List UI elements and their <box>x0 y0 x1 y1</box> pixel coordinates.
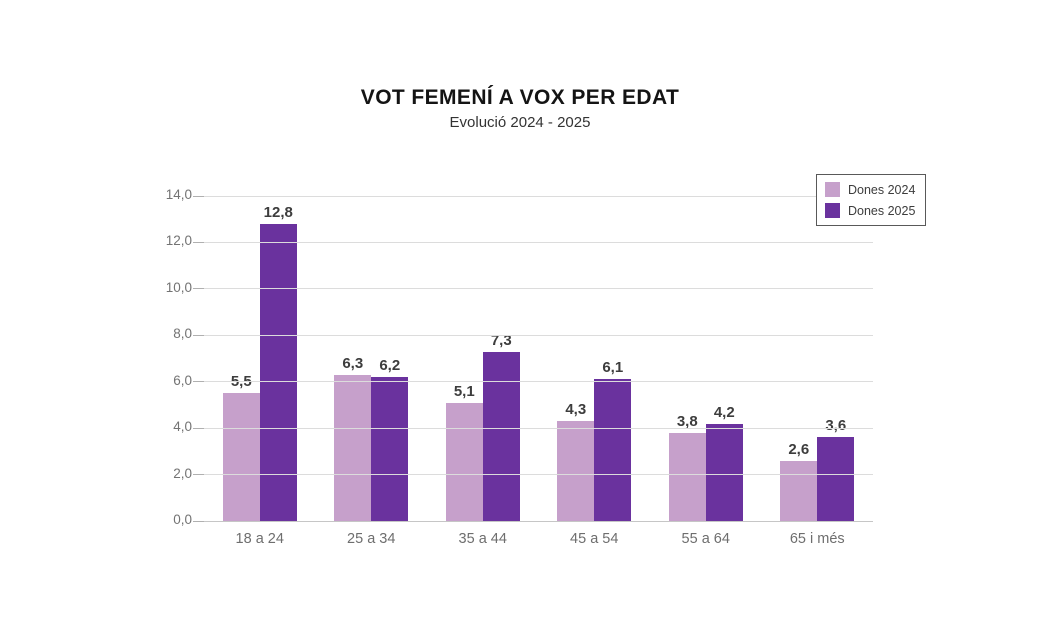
gridline <box>204 288 873 290</box>
x-axis-label: 45 a 54 <box>570 531 619 547</box>
bar-group: 6,3 6,2 <box>316 196 428 521</box>
y-axis-tick <box>193 381 204 383</box>
bar-value-label: 6,2 <box>379 357 401 375</box>
y-axis-label: 10,0 <box>165 279 192 295</box>
bar-dones-2024 <box>557 421 595 521</box>
gridline <box>204 334 873 336</box>
bar-with-label: 4,3 <box>557 401 595 521</box>
y-axis-label: 12,0 <box>165 233 192 249</box>
bar-dones-2025 <box>594 379 632 521</box>
bar-dones-2025 <box>371 377 409 521</box>
bar-dones-2024 <box>668 432 706 521</box>
x-axis-label: 18 a 24 <box>235 531 284 547</box>
legend-item: Dones 2024 <box>825 182 915 197</box>
chart-subtitle: Evolució 2024 - 2025 <box>449 114 591 131</box>
bar-group: 5,1 7,3 <box>427 196 539 521</box>
plot-area: 5,5 12,8 6,3 6,2 5,1 7,3 4,3 6,1 3,8 4,2 2,6 3,6 <box>193 195 873 522</box>
bar-value-label: 6,1 <box>602 359 624 377</box>
y-axis-tick <box>193 520 204 522</box>
bar-with-label: 7,3 <box>482 331 520 521</box>
bar-value-label: 4,2 <box>713 403 735 421</box>
y-axis-tick <box>193 427 204 429</box>
bar-value-label: 4,3 <box>565 401 587 419</box>
y-axis-label: 0,0 <box>173 512 192 527</box>
chart-title: VOT FEMENÍ A VOX PER EDAT <box>360 86 680 109</box>
y-axis-label: 4,0 <box>173 419 192 435</box>
legend-item: Dones 2025 <box>825 203 915 218</box>
bar-group: 5,5 12,8 <box>204 196 316 521</box>
x-axis-label: 65 i més <box>789 531 845 547</box>
bar-value-label: 3,6 <box>825 417 847 435</box>
bar-value-label: 3,8 <box>676 412 698 430</box>
legend-label: Dones 2024 <box>848 182 916 197</box>
bar-value-label: 12,8 <box>263 203 293 221</box>
bar-with-label: 2,6 <box>780 440 818 521</box>
y-axis-label: 14,0 <box>165 187 192 202</box>
bar-group: 3,8 4,2 <box>650 196 762 521</box>
bar-value-label: 7,3 <box>490 331 512 349</box>
bar-with-label: 12,8 <box>259 203 297 521</box>
x-axis-labels: 18 a 24 25 a 34 35 a 44 45 a 54 55 a 64 65 i … <box>204 531 873 547</box>
gridline <box>204 381 873 383</box>
bar-value-label: 2,6 <box>788 440 810 458</box>
bar-value-label: 5,1 <box>453 382 475 400</box>
bar-with-label: 4,2 <box>705 403 743 521</box>
bar-dones-2025 <box>482 351 520 521</box>
bar-dones-2025 <box>705 423 743 521</box>
bar-with-label: 6,3 <box>334 354 372 521</box>
bar-with-label: 3,6 <box>817 417 855 521</box>
gridline <box>204 195 873 197</box>
x-axis-label: 55 a 64 <box>681 531 730 547</box>
bar-value-label: 6,3 <box>342 354 364 372</box>
x-axis-label: 25 a 34 <box>347 531 396 547</box>
y-axis-tick <box>193 474 204 476</box>
bar-dones-2024 <box>222 393 260 521</box>
bar-groups: 5,5 12,8 6,3 6,2 5,1 7,3 4,3 6,1 3,8 4,2 2,6 3,6 <box>204 196 873 521</box>
chart-header: VOT FEMENÍ A VOX PER EDAT Evolució 2024 … <box>0 86 1040 131</box>
legend-swatch <box>825 203 840 218</box>
bar-dones-2024 <box>334 374 372 521</box>
y-axis-label: 6,0 <box>173 372 192 388</box>
y-axis-tick <box>193 334 204 336</box>
bar-group: 2,6 3,6 <box>762 196 874 521</box>
gridline <box>204 520 873 522</box>
bar-with-label: 6,2 <box>371 357 409 521</box>
y-axis-tick <box>193 195 204 197</box>
bar-dones-2025 <box>817 437 855 521</box>
y-axis-tick <box>193 288 204 290</box>
bar-with-label: 3,8 <box>668 412 706 521</box>
y-axis-tick <box>193 241 204 243</box>
y-axis-label: 2,0 <box>173 465 192 481</box>
gridline <box>204 474 873 476</box>
legend-label: Dones 2025 <box>848 203 916 218</box>
legend-swatch <box>825 182 840 197</box>
gridline <box>204 427 873 429</box>
bar-dones-2024 <box>445 402 483 521</box>
x-axis-label: 35 a 44 <box>458 531 507 547</box>
bar-with-label: 5,1 <box>445 382 483 521</box>
legend: Dones 2024 Dones 2025 <box>816 174 927 226</box>
bar-dones-2024 <box>780 460 818 521</box>
gridline <box>204 241 873 243</box>
bar-dones-2025 <box>259 223 297 521</box>
bar-with-label: 6,1 <box>594 359 632 521</box>
bar-with-label: 5,5 <box>222 373 260 521</box>
y-axis-label: 8,0 <box>173 326 192 342</box>
bar-group: 4,3 6,1 <box>539 196 651 521</box>
